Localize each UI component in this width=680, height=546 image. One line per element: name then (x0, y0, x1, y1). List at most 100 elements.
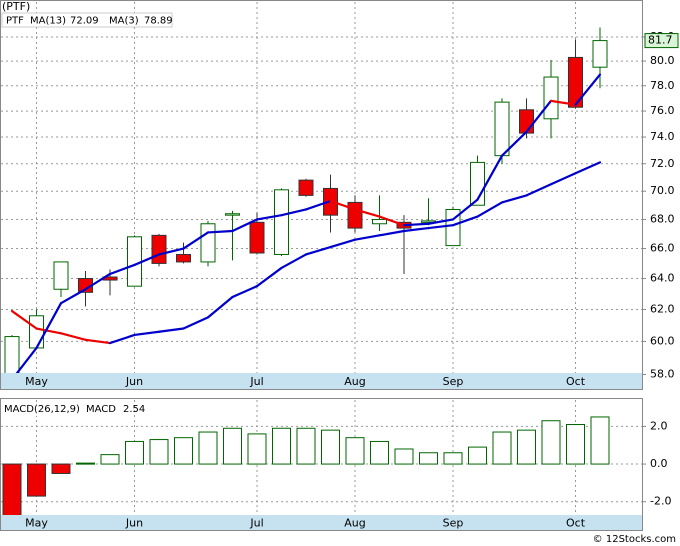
legend-name: MA(13) (30, 16, 66, 27)
y-tick-label: 68.0 (650, 212, 675, 225)
ma-line (59, 288, 87, 305)
candle-body (592, 40, 608, 68)
x-tick-label: Jul (249, 517, 263, 530)
candle-body (494, 101, 510, 157)
y-tick-label: 74.0 (650, 130, 675, 143)
macd-bar (51, 463, 71, 474)
candle-body (445, 208, 461, 247)
macd-bar (345, 437, 365, 465)
x-tick-label: May (25, 375, 48, 388)
ma-line (329, 238, 357, 249)
macd-bar (2, 463, 22, 518)
ma-line (108, 263, 136, 276)
legend-name: MACD (86, 404, 116, 415)
ma-line (427, 218, 455, 225)
ma-line (329, 199, 357, 211)
macd-bar (492, 431, 512, 465)
macd-bar (76, 462, 95, 465)
ma-line (84, 338, 112, 345)
ma-line (427, 224, 455, 230)
candle-body (519, 109, 534, 134)
legend-box (2, 402, 124, 416)
macd-bar (566, 423, 585, 465)
y-tick-label: 72.0 (650, 157, 675, 170)
ma-line (574, 161, 602, 175)
ma-line (280, 253, 308, 270)
macd-bar (100, 454, 120, 465)
candle-body (298, 179, 314, 196)
ma-line (59, 332, 87, 341)
y-tick-label: 62.0 (650, 302, 675, 315)
ma-line (500, 130, 528, 157)
ma-line (353, 234, 381, 241)
macd-bar (174, 437, 193, 465)
ma-line (133, 330, 161, 337)
x-axis-band (1, 373, 642, 389)
ma-line (304, 199, 332, 211)
ma-line (574, 73, 602, 106)
legend-symbol: PTF (6, 16, 24, 27)
ma-line (84, 272, 112, 291)
y-tick-label: -2.0 (650, 495, 671, 508)
candle-body (225, 213, 240, 216)
ma-line (182, 231, 210, 250)
ma-line (402, 222, 430, 227)
y-tick-label: 78.0 (650, 79, 675, 92)
candle-body (372, 218, 387, 225)
macd-bar (590, 416, 610, 465)
macd-bar (27, 463, 46, 497)
chart-title: (PTF) (2, 0, 30, 13)
x-tick-label: Oct (566, 517, 586, 530)
macd-bar (125, 440, 144, 465)
last-price: 81.7 (648, 34, 673, 47)
ma-line (353, 208, 381, 218)
macd-bar (468, 446, 487, 465)
candle-body (347, 201, 363, 229)
macd-bar (394, 448, 414, 465)
candle-body (543, 76, 559, 120)
ma-line (206, 229, 234, 234)
legend-value: 72.09 (70, 16, 99, 27)
macd-bar (541, 420, 561, 465)
last-price-box (644, 33, 679, 49)
candle-body (53, 261, 69, 290)
candle-body (249, 221, 265, 254)
ma-line (255, 214, 283, 221)
ma-line (255, 266, 283, 288)
ma-line (157, 247, 185, 256)
ma-line (451, 198, 479, 221)
candle-body (568, 56, 583, 108)
ma-line (231, 218, 259, 233)
x-tick-label: Oct (566, 375, 586, 388)
ma-line (35, 302, 63, 350)
ma-line (549, 172, 577, 186)
x-tick-label: Sep (443, 375, 464, 388)
legend-name: MA(3) (109, 16, 139, 27)
ma-line (525, 183, 553, 197)
ma-line (500, 194, 528, 204)
y-tick-label: 2.0 (650, 419, 668, 432)
y-tick-label: 58.0 (650, 367, 675, 380)
macd-bar (223, 427, 242, 465)
macd-bar (149, 439, 169, 465)
ma-line (35, 327, 63, 335)
y-tick-label: 80.0 (650, 54, 675, 67)
macd-bar (296, 427, 316, 465)
legend-box (1, 12, 173, 28)
candle-body (200, 223, 216, 263)
ma-line (378, 229, 406, 237)
macd-bar (419, 452, 438, 465)
ma-line (525, 99, 553, 133)
macd-bar (272, 427, 291, 465)
y-tick-label: 64.0 (650, 272, 675, 285)
ma-line (157, 327, 185, 333)
y-tick-label: 0.0 (650, 457, 668, 470)
x-tick-label: May (25, 517, 48, 530)
legend-title: MACD(26,12,9) (4, 404, 80, 415)
ma-line (402, 226, 430, 233)
macd-bar (370, 440, 389, 465)
y-tick-label: 76.0 (650, 104, 675, 117)
ma-line (476, 201, 504, 218)
candle-body (127, 236, 142, 287)
